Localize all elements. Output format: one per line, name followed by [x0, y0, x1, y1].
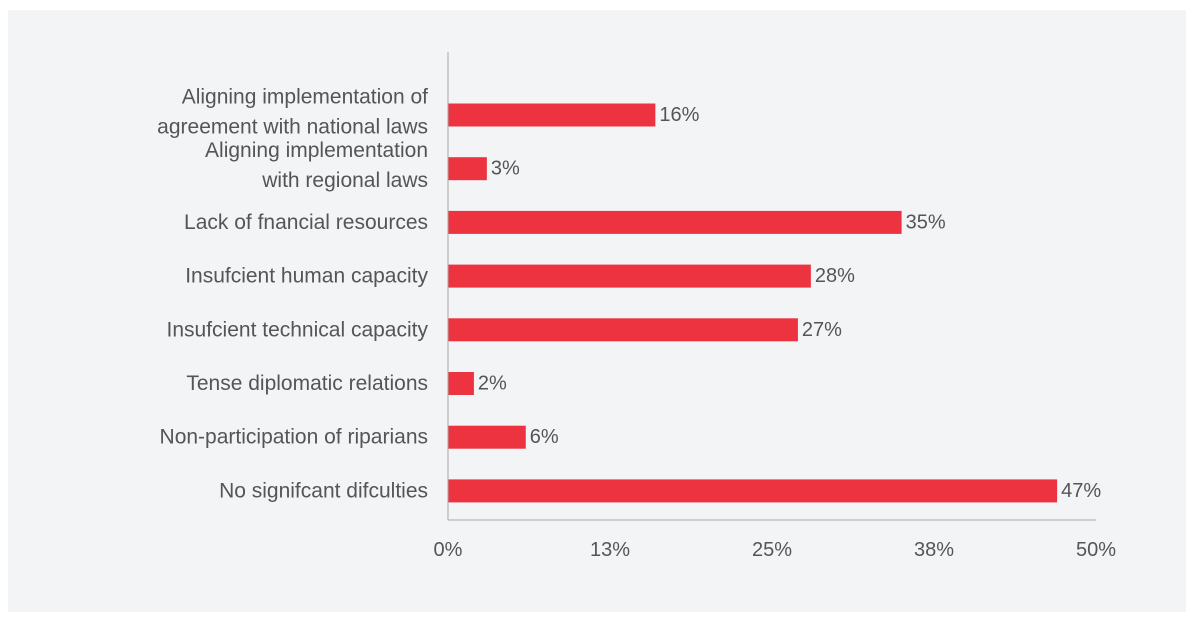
axes-group	[447, 52, 1096, 521]
category-label-4: Insufcient technical capacity	[167, 318, 429, 341]
value-label-6: 6%	[530, 426, 559, 448]
category-labels-group: Aligning implementation of agreement with…	[157, 86, 428, 503]
bar-2	[448, 210, 902, 234]
value-label-3: 28%	[815, 265, 855, 287]
bar-4	[448, 318, 798, 342]
bar-chart: 16% 3% 35% 28% 27% 2% 6% 47% Aligning implement…	[157, 52, 1117, 561]
category-label-line: with regional laws	[261, 169, 428, 192]
category-label-line: agreement with national laws	[157, 116, 428, 139]
bar-5	[448, 372, 474, 395]
category-label-1: Aligning implementation with regional law…	[205, 139, 428, 192]
category-label-2: Lack of fnancial resources	[184, 211, 428, 234]
category-label-0: Aligning implementation of agreement with…	[157, 86, 428, 139]
x-tick-labels-group: 0% 13% 25% 38% 50%	[434, 539, 1117, 561]
value-label-5: 2%	[478, 373, 507, 395]
bars-group	[448, 103, 1058, 503]
category-label-7: No signifcant difculties	[219, 479, 428, 502]
value-label-4: 27%	[802, 319, 842, 341]
x-tick-label-2: 25%	[752, 539, 792, 561]
x-tick-label-4: 50%	[1076, 539, 1116, 561]
value-labels-group: 16% 3% 35% 28% 27% 2% 6% 47%	[478, 104, 1101, 502]
category-label-line: Non-participation of riparians	[160, 426, 428, 449]
bar-1	[448, 157, 487, 181]
category-label-line: Lack of fnancial resources	[184, 211, 428, 234]
category-label-5: Tense diplomatic relations	[186, 372, 428, 395]
chart-panel: 16% 3% 35% 28% 27% 2% 6% 47% Aligning implement…	[8, 10, 1186, 612]
category-label-line: Insufcient technical capacity	[167, 318, 429, 341]
value-label-7: 47%	[1061, 480, 1101, 502]
bar-6	[448, 425, 526, 449]
category-label-6: Non-participation of riparians	[160, 426, 428, 449]
category-label-line: Insufcient human capacity	[185, 265, 428, 288]
category-label-line: Aligning implementation of	[182, 86, 428, 109]
category-label-line: No signifcant difculties	[219, 479, 428, 502]
x-tick-label-3: 38%	[914, 539, 954, 561]
bar-3	[448, 264, 811, 288]
value-label-1: 3%	[491, 158, 520, 180]
bar-0	[448, 103, 656, 127]
value-label-2: 35%	[906, 211, 946, 233]
value-label-0: 16%	[659, 104, 699, 126]
category-label-3: Insufcient human capacity	[185, 265, 428, 288]
bar-7	[448, 479, 1058, 503]
x-tick-label-1: 13%	[590, 539, 630, 561]
category-label-line: Aligning implementation	[205, 139, 428, 162]
x-tick-label-0: 0%	[434, 539, 463, 561]
category-label-line: Tense diplomatic relations	[186, 372, 428, 395]
